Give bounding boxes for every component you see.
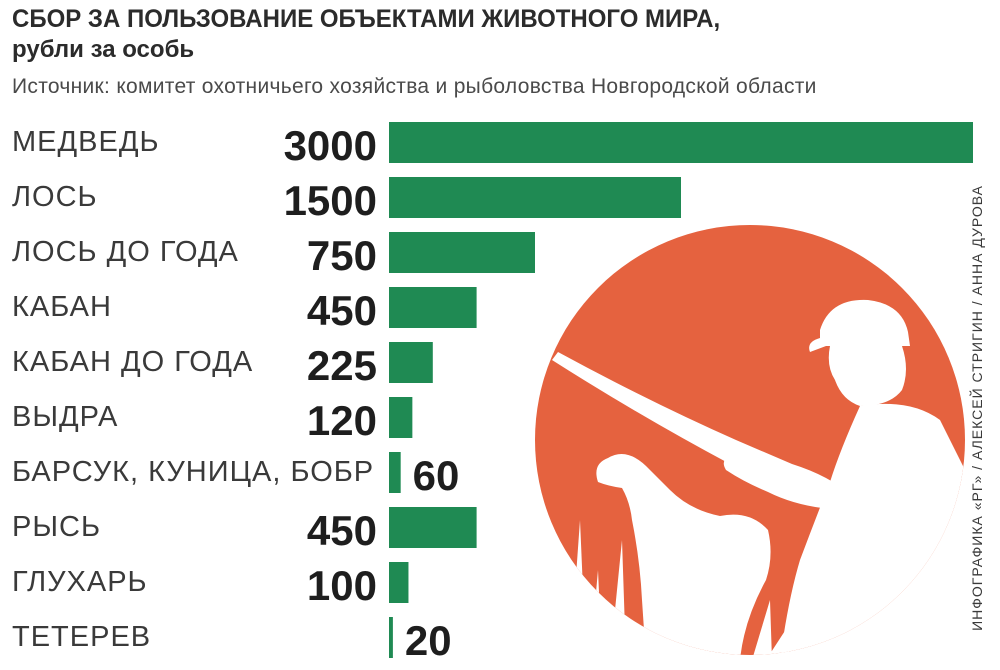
value-label: 120 xyxy=(307,397,377,444)
value-label: 750 xyxy=(307,232,377,279)
category-label: РЫСЬ xyxy=(12,511,101,543)
category-label: КАБАН ДО ГОДА xyxy=(12,346,253,378)
bar xyxy=(389,342,433,383)
value-label: 225 xyxy=(307,342,377,389)
bar xyxy=(389,397,413,438)
value-label: 60 xyxy=(413,452,460,499)
credit-text: ИНФОГРАФИКА «РГ» / АЛЕКСЕЙ СТРИГИН / АНН… xyxy=(969,185,985,631)
bar xyxy=(389,452,401,493)
hunter-with-dog-icon xyxy=(535,225,965,655)
bar xyxy=(389,617,393,658)
category-label: МЕДВЕДЬ xyxy=(12,126,160,158)
category-label: ЛОСЬ xyxy=(12,181,98,213)
chart-subtitle: рубли за особь xyxy=(12,36,195,63)
bar xyxy=(389,562,409,603)
value-label: 1500 xyxy=(284,177,377,224)
value-label: 450 xyxy=(307,507,377,554)
bar xyxy=(389,287,477,328)
category-label: ТЕТЕРЕВ xyxy=(12,621,151,653)
dog xyxy=(596,454,771,655)
hunter-cap xyxy=(809,299,910,352)
gun xyxy=(552,352,852,510)
value-label: 3000 xyxy=(284,122,377,169)
bar xyxy=(389,232,535,273)
category-label: ЛОСЬ ДО ГОДА xyxy=(12,236,239,268)
bar xyxy=(389,177,681,218)
category-label: БАРСУК, КУНИЦА, БОБР xyxy=(12,456,374,488)
value-label: 20 xyxy=(405,617,452,664)
value-label: 450 xyxy=(307,287,377,334)
hunter-head xyxy=(828,346,906,406)
bar xyxy=(389,507,477,548)
chart-title: СБОР ЗА ПОЛЬЗОВАНИЕ ОБЪЕКТАМИ ЖИВОТНОГО … xyxy=(12,5,721,33)
chart-source: Источник: комитет охотничьего хозяйства … xyxy=(12,75,817,98)
bar xyxy=(389,122,973,163)
category-label: ВЫДРА xyxy=(12,401,118,433)
category-label: КАБАН xyxy=(12,291,112,323)
value-label: 100 xyxy=(307,562,377,609)
category-label: ГЛУХАРЬ xyxy=(12,566,148,598)
